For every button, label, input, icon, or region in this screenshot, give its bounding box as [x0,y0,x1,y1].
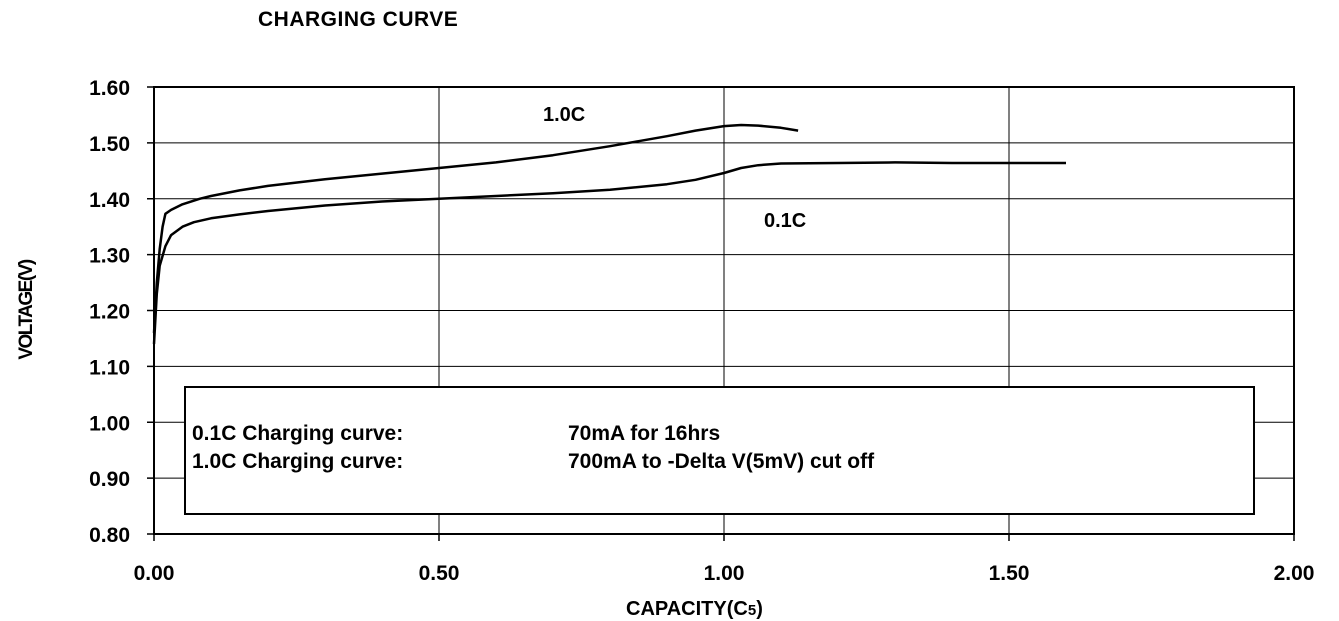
note-label: 0.1C Charging curve: [192,422,404,445]
x-tick-label: 0.00 [134,562,175,585]
note-value: 700mA to -Delta V(5mV) cut off [568,450,875,473]
y-tick-label: 1.00 [89,412,130,435]
tick-layer: 0.80 0.90 1.00 1.10 1.20 1.30 1.40 1.50 1.60 0.00… [89,77,1314,585]
y-tick-label: 0.90 [89,468,130,491]
y-axis-label: VOLTAGE(V) [16,259,37,360]
y-tick-label: 1.50 [89,133,130,156]
series-label-1-0c: 1.0C [543,104,585,126]
x-tick-label: 0.50 [419,562,460,585]
note-line-1-0c: 1.0C Charging curve: 700mA to -Delta V(5m… [192,450,874,474]
y-tick-label: 1.30 [89,245,130,268]
x-tick-label: 1.00 [704,562,745,585]
note-label: 1.0C Charging curve: [192,450,404,473]
y-tick-label: 1.60 [89,77,130,100]
note-line-0-1c: 0.1C Charging curve: 70mA for 16hrs [192,422,720,446]
y-tick-label: 1.10 [89,356,130,379]
x-tick-label: 1.50 [989,562,1030,585]
series-layer [152,123,1066,345]
series-line-0-1c [152,161,1066,345]
chart-title: CHARGING CURVE [258,8,459,31]
series-label-0-1c: 0.1C [764,210,806,232]
series-line-1-0c [152,123,799,333]
charging-notes-box: 0.1C Charging curve: 70mA for 16hrs 1.0C … [184,386,1255,515]
x-axis-label: CAPACITY(C5) [626,598,763,620]
y-tick-label: 1.20 [89,301,130,324]
x-tick-label: 2.00 [1274,562,1315,585]
y-tick-label: 0.80 [89,524,130,547]
y-tick-label: 1.40 [89,189,130,212]
note-value: 70mA for 16hrs [568,422,721,445]
